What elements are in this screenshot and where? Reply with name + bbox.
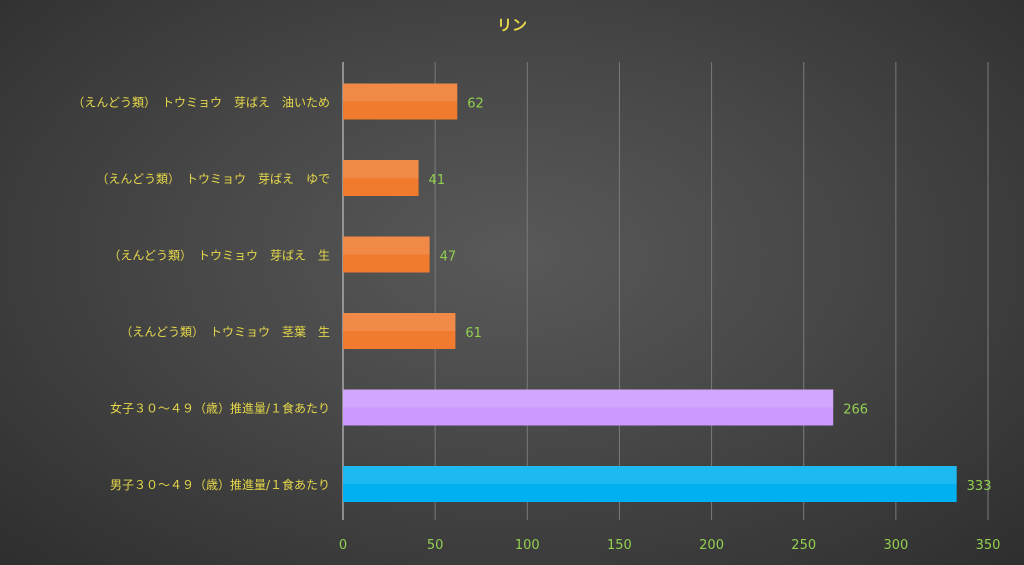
bar-highlight bbox=[343, 160, 419, 178]
bar bbox=[343, 313, 456, 349]
bar bbox=[343, 466, 957, 502]
data-label: 62 bbox=[467, 97, 484, 112]
category-label: （えんどう類） トウミョウ 芽ばえ 生 bbox=[108, 249, 330, 263]
data-label: 333 bbox=[967, 479, 992, 494]
bar bbox=[343, 160, 419, 196]
bar bbox=[343, 83, 458, 120]
bar bbox=[343, 236, 430, 273]
chart-title: リン bbox=[496, 16, 527, 34]
bar-highlight bbox=[343, 389, 834, 408]
bar-highlight bbox=[343, 236, 430, 255]
category-label: （えんどう類） トウミョウ 茎葉 生 bbox=[120, 325, 330, 339]
category-label: （えんどう類） トウミョウ 芽ばえ 油いため bbox=[72, 96, 330, 110]
data-label: 41 bbox=[429, 173, 446, 188]
bar-highlight bbox=[343, 313, 456, 331]
bar-highlight bbox=[343, 83, 458, 102]
category-label: 男子３０～４９（歳）推進量/１食あたり bbox=[110, 477, 330, 492]
x-tick-label: 300 bbox=[883, 538, 908, 553]
data-label: 61 bbox=[465, 326, 482, 341]
category-label: （えんどう類） トウミョウ 芽ばえ ゆで bbox=[96, 172, 330, 186]
x-tick-label: 200 bbox=[699, 538, 724, 553]
bar-highlight bbox=[343, 466, 957, 484]
data-label: 266 bbox=[843, 403, 868, 418]
category-label: 女子３０～４９（歳）推進量/１食あたり bbox=[110, 401, 330, 416]
x-tick-label: 0 bbox=[339, 538, 347, 553]
x-tick-label: 250 bbox=[791, 538, 816, 553]
x-tick-label: 50 bbox=[427, 538, 444, 553]
bar bbox=[343, 389, 834, 426]
x-tick-label: 350 bbox=[976, 538, 1001, 553]
data-label: 47 bbox=[440, 250, 457, 265]
x-tick-label: 150 bbox=[607, 538, 632, 553]
x-tick-label: 100 bbox=[515, 538, 540, 553]
